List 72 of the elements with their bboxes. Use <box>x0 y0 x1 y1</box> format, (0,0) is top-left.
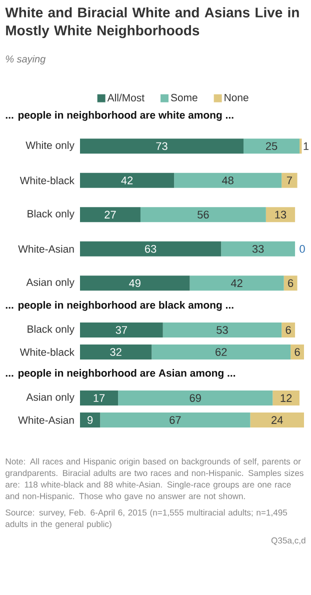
data-label: 69 <box>190 394 201 402</box>
data-label: 17 <box>94 394 105 402</box>
y-tick-label: Black only <box>28 210 74 220</box>
bar <box>282 172 298 188</box>
bar <box>80 390 118 406</box>
y-tick-label: White only <box>26 141 74 151</box>
source-note: Source: survey, Feb. 6-April 6, 2015 (n=1,555 multiracial adults; n=1,495 adults in the general public) <box>6 509 288 529</box>
chart-title: ... people in neighborhood are Asian among ... <box>6 369 236 379</box>
bar <box>80 172 174 188</box>
data-label: 6 <box>294 348 300 356</box>
data-label: 9 <box>88 416 93 424</box>
y-tick-label: White-Asian <box>18 416 74 424</box>
bar <box>221 241 296 256</box>
data-label: 53 <box>216 326 228 334</box>
legend-label: Some <box>170 94 198 102</box>
y-tick-label: White-Asian <box>18 245 74 253</box>
bar <box>80 241 222 256</box>
bar <box>100 412 250 428</box>
data-label: 1 <box>304 142 309 150</box>
data-label: 0 <box>300 245 305 253</box>
bar <box>80 322 163 338</box>
bar <box>190 276 284 291</box>
bar <box>162 322 282 338</box>
y-tick-label: Black only <box>28 325 74 335</box>
data-label: 49 <box>129 279 140 288</box>
bar <box>118 390 273 406</box>
chart-title: ... people in neighborhood are black among ... <box>6 301 234 311</box>
bar <box>284 276 298 291</box>
data-label: 62 <box>216 348 227 356</box>
text: Note: All races and Hispanic origin based on backgrounds of self, parents or grandparents. Biracial adults are two races and non-Hispanic. Samples sizes are: 118 white-black and 88 white-Asian. Single-race groups are one race and non-Hispanic. Those who gave no answer are not shown. <box>6 458 304 501</box>
y-tick-label: Asian only <box>26 278 74 288</box>
data-label: 13 <box>275 210 286 219</box>
bar <box>282 322 296 338</box>
y-tick-label: White-black <box>20 176 74 184</box>
data-label: 7 <box>286 176 292 184</box>
bar <box>80 412 100 428</box>
text: White and Biracial White and Asians Live in Mostly White Neighborhoods <box>5 7 299 38</box>
data-label: 6 <box>286 326 291 334</box>
data-label: 42 <box>121 176 133 184</box>
data-label: 56 <box>198 210 209 219</box>
data-label: 32 <box>110 348 122 356</box>
y-tick-label: White-black <box>20 348 74 356</box>
legend-label: All/Most <box>107 94 144 102</box>
data-label: 63 <box>145 245 156 253</box>
data-label: 33 <box>252 245 264 253</box>
bar <box>290 344 304 360</box>
data-label: 25 <box>266 142 278 150</box>
bar <box>174 172 282 188</box>
text: Q35a,c,d <box>271 537 306 546</box>
bar <box>80 344 152 360</box>
bar <box>80 276 190 291</box>
data-label: 27 <box>104 210 116 218</box>
data-label: 24 <box>272 416 283 424</box>
data-label: 67 <box>170 416 181 424</box>
data-label: 48 <box>222 176 234 184</box>
data-label: 6 <box>288 279 294 288</box>
chart-title: ... people in neighborhood are white among ... <box>6 111 234 121</box>
bar <box>80 138 244 154</box>
data-label: 42 <box>230 279 242 287</box>
bar <box>152 344 291 360</box>
data-label: 37 <box>116 326 127 334</box>
bar <box>80 207 140 222</box>
y-tick-label: Asian only <box>26 393 74 403</box>
bar <box>244 138 300 154</box>
bar <box>272 390 300 406</box>
text: % saying <box>6 55 46 64</box>
bar <box>266 207 296 222</box>
legend-label: None <box>224 94 248 102</box>
bar <box>250 412 304 428</box>
bar <box>140 207 266 222</box>
data-label: 12 <box>280 394 292 402</box>
data-label: 73 <box>156 142 168 150</box>
